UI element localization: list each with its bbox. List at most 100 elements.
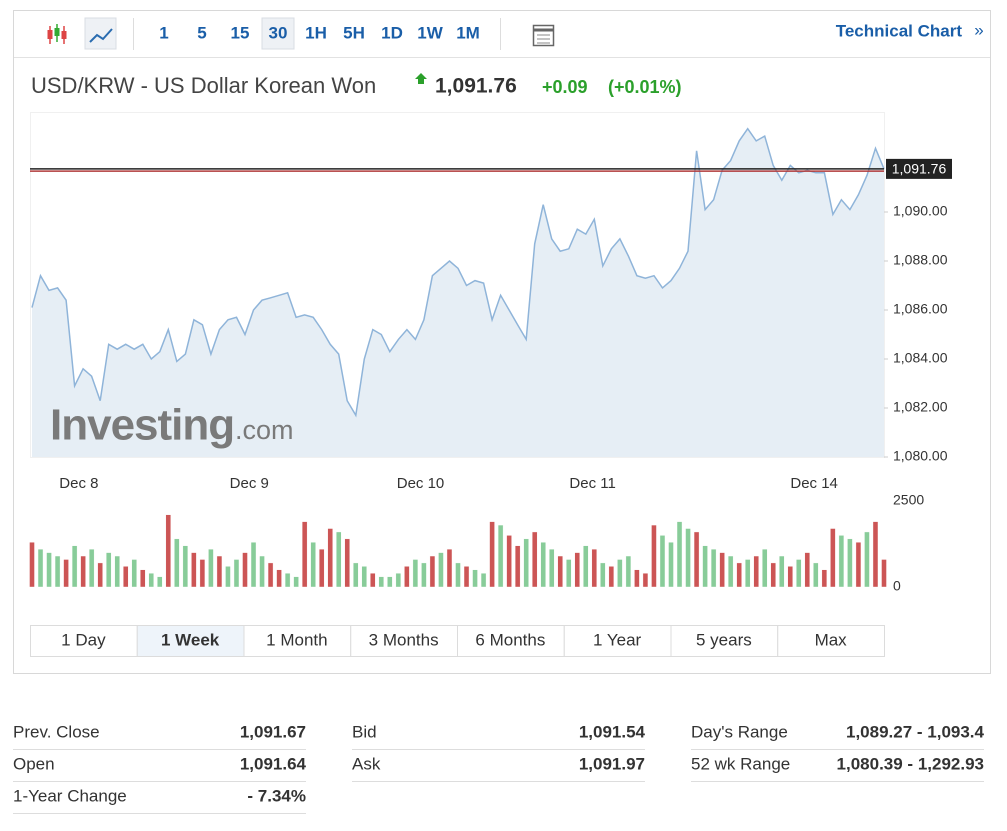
interval-button[interactable]: 1H xyxy=(305,23,327,42)
instrument-name: USD/KRW - US Dollar Korean Won xyxy=(31,73,376,98)
interval-button[interactable]: 1D xyxy=(381,23,403,42)
volume-bar xyxy=(284,573,291,588)
interval-button[interactable]: 30 xyxy=(269,23,288,42)
y-tick-label: 0 xyxy=(893,578,901,594)
range-label[interactable]: 3 Months xyxy=(369,630,439,649)
volume-bar xyxy=(37,548,44,588)
volume-bar xyxy=(387,576,393,588)
watermark-brand: Investing xyxy=(50,401,234,450)
range-label[interactable]: 5 years xyxy=(696,630,752,649)
volume-bar xyxy=(455,562,461,588)
volume-bar xyxy=(762,548,768,588)
volume-bar xyxy=(531,531,538,588)
stat-value: - 7.34% xyxy=(247,786,306,805)
volume-bar xyxy=(472,569,478,588)
volume-bar xyxy=(744,559,751,588)
change-percent: (+0.01%) xyxy=(608,77,682,97)
price-line xyxy=(31,127,885,418)
volume-bar xyxy=(557,555,563,588)
x-tick-label: Dec 8 xyxy=(59,475,98,492)
range-label[interactable]: 1 Day xyxy=(61,630,106,649)
x-tick-label: Dec 10 xyxy=(397,475,445,492)
volume-bar xyxy=(438,552,444,588)
range-button[interactable] xyxy=(30,625,138,657)
stat-label: Day's Range xyxy=(691,722,788,741)
interval-button[interactable]: 5H xyxy=(343,23,365,42)
stat-label: Ask xyxy=(352,754,381,773)
range-label[interactable]: 1 Week xyxy=(161,630,220,649)
volume-bar xyxy=(182,545,189,588)
range-button[interactable] xyxy=(350,625,458,657)
volume-bar xyxy=(165,514,172,588)
volume-bar xyxy=(361,566,367,588)
volume-bar xyxy=(864,531,870,588)
volume-bar xyxy=(693,531,700,588)
volume-bar xyxy=(421,562,427,588)
range-button[interactable] xyxy=(457,625,565,657)
table-icon[interactable] xyxy=(532,24,555,47)
price-tag xyxy=(886,158,952,179)
range-label[interactable]: Max xyxy=(815,630,848,649)
volume-bar xyxy=(148,573,154,588)
y-tick-label: 1,090.00 xyxy=(893,203,948,219)
volume-bar xyxy=(191,552,197,588)
volume-bar xyxy=(821,569,828,588)
stat-label: 1-Year Change xyxy=(13,786,127,805)
interval-buttons: 1 5 15 30 1H 5H 1D 1W 1M xyxy=(159,17,480,50)
stats-table: Prev. Close 1,091.67 Open 1,091.64 1-Year Ch… xyxy=(13,722,985,814)
y-tick-label: 1,088.00 xyxy=(893,252,948,268)
price-tag-label: 1,091.76 xyxy=(892,161,947,177)
line-icon-button[interactable] xyxy=(84,17,117,50)
range-button[interactable] xyxy=(777,625,885,657)
volume-bar xyxy=(157,576,163,588)
line-icon xyxy=(89,28,113,43)
volume-bar xyxy=(429,555,436,588)
candle-icon[interactable] xyxy=(47,24,67,44)
range-label[interactable]: 6 Months xyxy=(475,630,545,649)
range-button[interactable] xyxy=(563,625,672,657)
up-arrow xyxy=(415,73,427,84)
volume-bar xyxy=(702,545,708,588)
range-button[interactable] xyxy=(243,625,352,657)
volume-bar xyxy=(353,562,359,588)
volume-bar xyxy=(336,531,342,588)
volume-bar xyxy=(651,524,657,588)
interval-button[interactable]: 15 xyxy=(231,23,250,42)
volume-bar xyxy=(881,559,887,588)
interval-button[interactable]: 1 xyxy=(159,23,168,42)
volume-bar xyxy=(838,535,845,588)
interval-button[interactable]: 5 xyxy=(197,23,206,42)
volume-bar xyxy=(225,566,231,588)
volume-bar xyxy=(736,562,742,588)
volume-bar xyxy=(770,562,776,588)
range-label[interactable]: 1 Year xyxy=(593,630,642,649)
volume-bar xyxy=(71,545,78,588)
volume-bar xyxy=(259,555,265,588)
link-arrow[interactable]: » xyxy=(974,20,983,39)
volume-chart: 0 2500 xyxy=(29,492,924,594)
volume-bar xyxy=(642,573,649,588)
x-tick-label: Dec 14 xyxy=(790,475,838,492)
range-button[interactable] xyxy=(670,625,779,657)
interval-button[interactable]: 1M xyxy=(456,23,480,42)
volume-bar xyxy=(250,542,257,588)
technical-chart-link[interactable]: Technical Chart xyxy=(836,21,963,40)
volume-bar xyxy=(719,552,725,588)
stat-value: 1,091.54 xyxy=(579,722,646,741)
volume-bar xyxy=(174,538,180,588)
volume-bar xyxy=(668,542,674,588)
volume-bar xyxy=(208,548,214,588)
volume-bar xyxy=(583,545,589,588)
volume-bar xyxy=(480,573,487,588)
y-tick-label: 1,080.00 xyxy=(893,448,948,464)
stat-value: 1,091.64 xyxy=(240,754,307,773)
last-price: 1,091.76 xyxy=(435,75,517,98)
volume-bar xyxy=(549,548,555,588)
stat-value: 1,091.67 xyxy=(240,722,306,741)
interval-button[interactable]: 1W xyxy=(417,23,443,42)
range-label[interactable]: 1 Month xyxy=(266,630,327,649)
watermark-suffix: .com xyxy=(235,415,294,445)
volume-bar xyxy=(216,555,223,588)
volume-bar xyxy=(301,521,308,588)
